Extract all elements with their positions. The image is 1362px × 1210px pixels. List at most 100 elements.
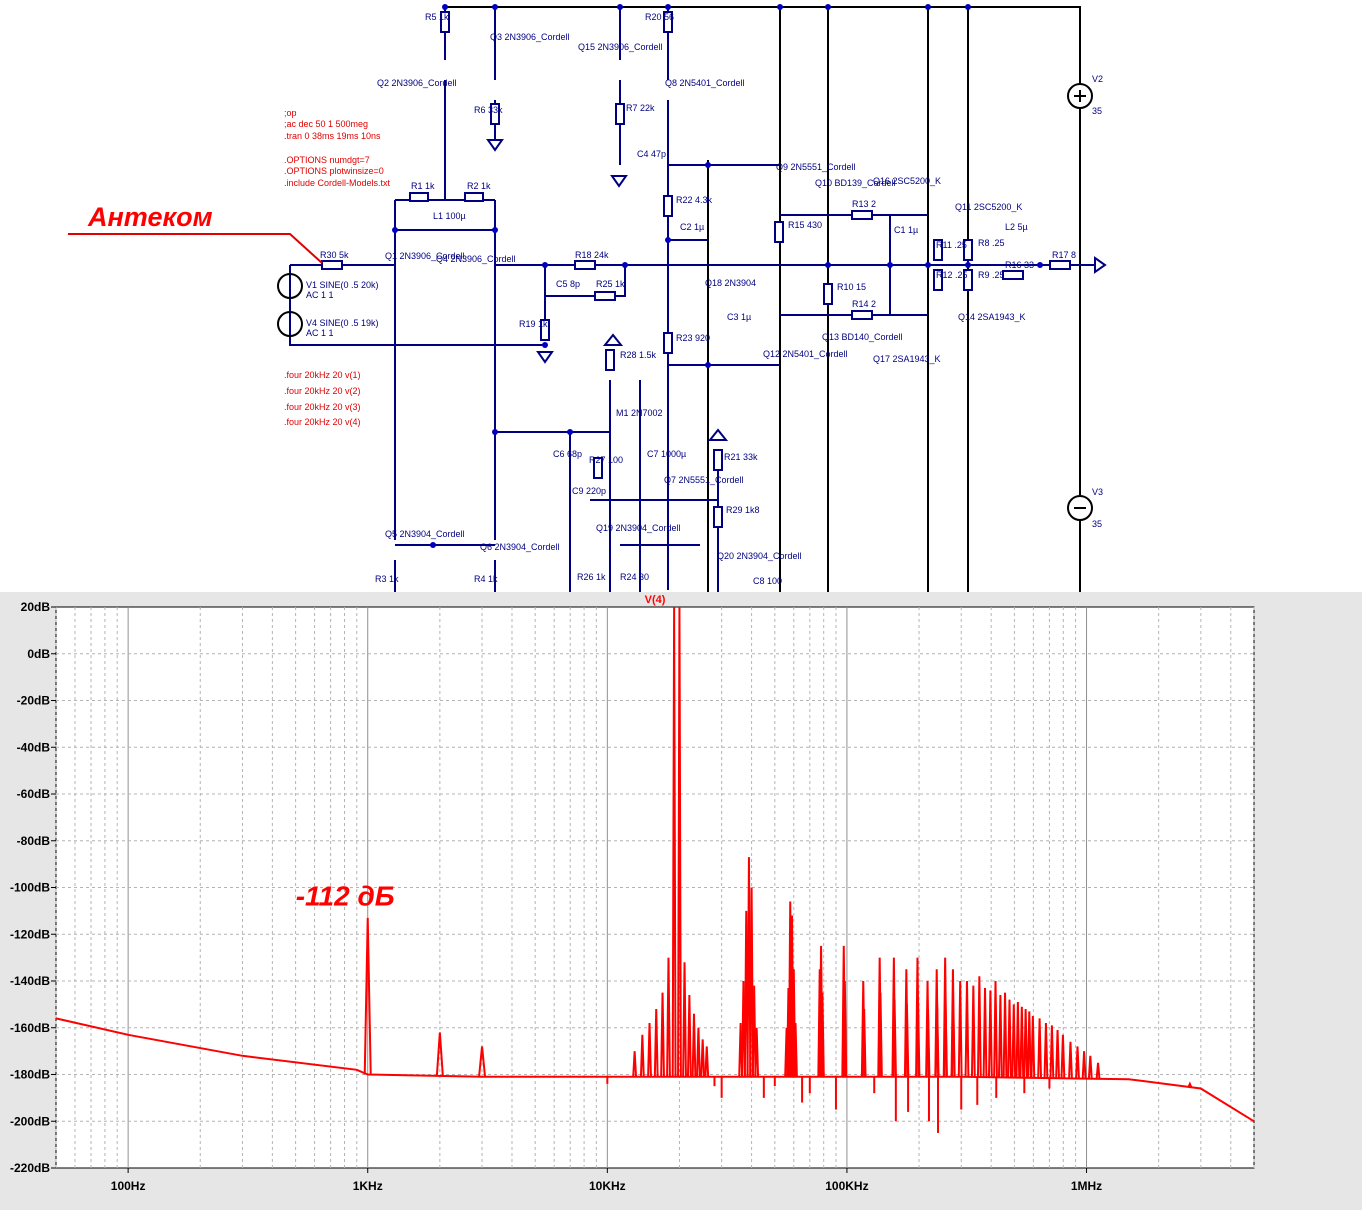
series-legend-label: V(4) xyxy=(645,594,666,606)
component-label: R5 1k xyxy=(425,12,449,22)
y-tick-label: -40dB xyxy=(17,740,51,754)
component-label: V4 SINE(0 .5 19k) xyxy=(306,318,379,328)
component-label: Q18 2N3904 xyxy=(705,278,756,288)
spectral-peak xyxy=(1187,1081,1193,1088)
component-label: C9 220p xyxy=(572,486,606,496)
component-label: C8 100 xyxy=(753,576,782,586)
directive-line: .include Cordell-Models.txt xyxy=(284,178,391,188)
component-label: R21 33k xyxy=(724,452,758,462)
spectral-peak xyxy=(1087,1055,1093,1079)
spectral-peak xyxy=(660,992,665,1077)
spectral-peak xyxy=(1043,1023,1049,1079)
component-label: Q9 2N5551_Cordell xyxy=(776,162,856,172)
component-label: Q15 2N3906_Cordell xyxy=(578,42,663,52)
component-label: Q11 2SC5200_K xyxy=(955,202,1022,212)
spectral-peak xyxy=(751,985,757,1077)
component-label: R18 24k xyxy=(575,250,609,260)
spectral-peak xyxy=(982,987,988,1078)
spectral-peak xyxy=(1015,1002,1021,1078)
y-tick-label: -180dB xyxy=(10,1068,50,1082)
spectral-peak xyxy=(1023,1009,1029,1078)
spectral-peak xyxy=(653,1009,659,1077)
component-label: Q7 2N5551_Cordell xyxy=(664,475,744,485)
y-tick-label: 20dB xyxy=(21,600,51,614)
component-label: Q13 BD140_Cordell xyxy=(822,332,903,342)
spectral-peak xyxy=(842,980,848,1077)
spectral-peak xyxy=(666,957,671,1077)
spectral-peak xyxy=(976,976,982,1078)
component-label: R19 1k xyxy=(519,319,548,329)
spectral-peak xyxy=(904,1004,910,1077)
component-label: R20 56 xyxy=(645,12,674,22)
component-label: Q10 BD139_Cordell xyxy=(815,178,896,188)
spectral-peak xyxy=(1075,1046,1080,1079)
y-tick-label: -200dB xyxy=(10,1114,50,1128)
component-label: R4 1k xyxy=(474,574,498,584)
component-label: M1 2N7002 xyxy=(616,408,663,418)
x-tick-label: 10KHz xyxy=(589,1179,626,1193)
spectral-peak xyxy=(1011,1004,1017,1078)
y-tick-label: -120dB xyxy=(10,927,50,941)
spectral-peak xyxy=(754,1027,760,1077)
component-label: R15 430 xyxy=(788,220,822,230)
component-label: V2 xyxy=(1092,74,1103,84)
spectral-peak xyxy=(1007,999,1012,1078)
x-tick-label: 100KHz xyxy=(825,1179,868,1193)
supply-v2-symbol xyxy=(1067,83,1093,109)
component-label: Q3 2N3906_Cordell xyxy=(490,32,570,42)
component-label: R8 .25 xyxy=(978,238,1005,248)
component-label: C7 1000µ xyxy=(647,449,686,459)
component-label: R30 5k xyxy=(320,250,349,260)
spectral-peak xyxy=(1037,1018,1042,1078)
directive-line: .OPTIONS plotwinsize=0 xyxy=(284,166,384,176)
spectral-peak xyxy=(957,980,963,1077)
spectral-peak xyxy=(950,1009,956,1077)
spectral-peak xyxy=(686,995,692,1077)
component-label: R10 15 xyxy=(837,282,866,292)
series-lines xyxy=(55,606,1255,1133)
component-label: C1 1µ xyxy=(894,225,918,235)
y-tick-label: -20dB xyxy=(17,694,51,708)
component-label: Q6 2N3904_Cordell xyxy=(480,542,560,552)
spectral-peak xyxy=(1030,1016,1036,1078)
component-label: AC 1 1 xyxy=(306,290,334,300)
component-label: Q20 2N3904_Cordell xyxy=(717,551,802,561)
spectral-peak xyxy=(1002,992,1008,1078)
spectral-peak xyxy=(925,1009,931,1077)
component-label: L1 100µ xyxy=(433,211,466,221)
component-label: V1 SINE(0 .5 20k) xyxy=(306,280,379,290)
spectral-peak xyxy=(700,1039,706,1077)
y-tick-label: -140dB xyxy=(10,974,50,988)
component-label: C3 1µ xyxy=(727,312,751,322)
component-label: R29 1k8 xyxy=(726,505,760,515)
spectral-peak xyxy=(639,1034,645,1077)
spectral-peak xyxy=(1019,1006,1025,1078)
four-directive: .four 20kHz 20 v(4) xyxy=(284,417,361,427)
y-tick-label: -80dB xyxy=(17,834,51,848)
spectral-peak xyxy=(677,606,682,1077)
component-label: Q17 2SA1943_K xyxy=(873,354,941,364)
component-label: R14 2 xyxy=(852,299,876,309)
component-label: R7 22k xyxy=(626,103,655,113)
spectral-peak xyxy=(632,1051,638,1077)
component-label: Q5 2N3904_Cordell xyxy=(385,529,465,539)
component-label: R6 33k xyxy=(474,105,503,115)
spectral-peak xyxy=(987,990,993,1078)
component-value: 35 xyxy=(1092,519,1102,529)
spectral-peak xyxy=(682,962,687,1077)
component-label: C2 1µ xyxy=(680,222,704,232)
component-label: V3 xyxy=(1092,487,1103,497)
spectral-peak xyxy=(696,1027,701,1077)
supply-v3-symbol xyxy=(1067,495,1093,521)
y-tick-label: -100dB xyxy=(10,881,50,895)
y-axis-ticks: 20dB 0dB -20dB -40dB -60dB -80dB -100dB -120dB -… xyxy=(10,600,56,1175)
component-label: Q19 2N3904_Cordell xyxy=(596,523,681,533)
spectral-peak xyxy=(1026,1011,1032,1078)
fft-spectrum-chart: 20dB 0dB -20dB -40dB -60dB -80dB -100dB -120dB -… xyxy=(10,594,1255,1193)
component-label: R16 33 xyxy=(1005,260,1034,270)
four-directive: .four 20kHz 20 v(1) xyxy=(284,370,361,380)
directive-line: .tran 0 38ms 19ms 10ns xyxy=(284,131,381,141)
spectral-peak xyxy=(749,887,754,1077)
component-label: R9 .25 xyxy=(978,270,1005,280)
component-label: C4 47p xyxy=(637,149,666,159)
